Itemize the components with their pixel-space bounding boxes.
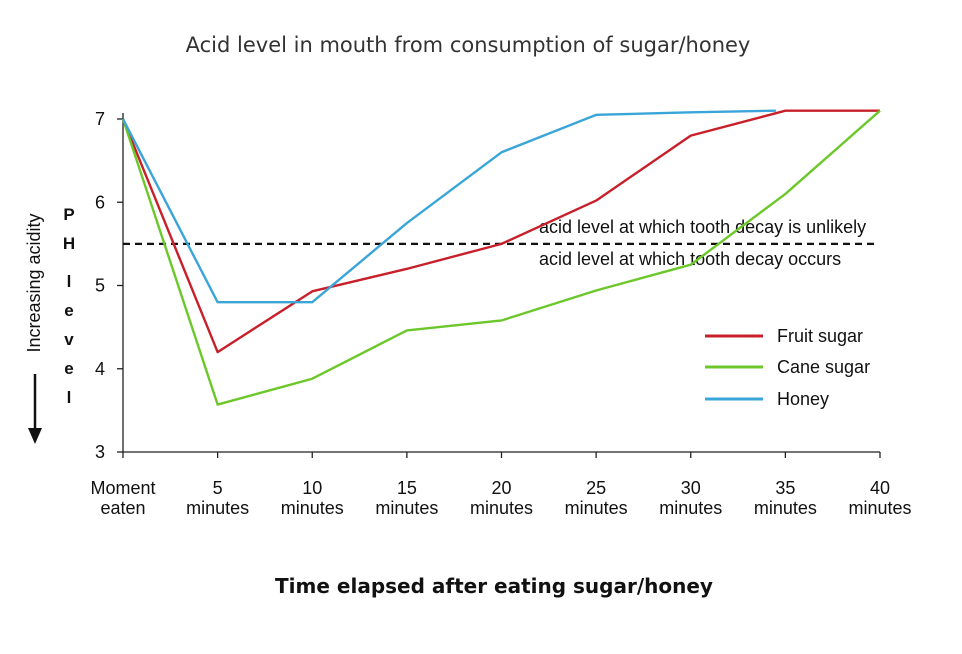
x-tick-label: minutes	[848, 498, 911, 518]
legend-label: Fruit sugar	[777, 326, 863, 346]
x-tick-label: minutes	[470, 498, 533, 518]
x-axis-title: Time elapsed after eating sugar/honey	[275, 574, 713, 598]
y-tick-label: 4	[95, 359, 105, 379]
ph-label-glyph	[67, 254, 72, 273]
series-line-fruit-sugar	[121, 109, 880, 354]
x-tick-label: 5	[213, 478, 223, 498]
x-tick-label: 20	[491, 478, 511, 498]
x-tick-label: 40	[870, 478, 890, 498]
y-tick-label: 3	[95, 442, 105, 462]
legend-label: Cane sugar	[777, 357, 870, 377]
acidity-arrow-head	[28, 428, 42, 444]
series-lines	[121, 109, 881, 406]
threshold-group: acid level at which tooth decay is unlik…	[123, 217, 875, 269]
x-tick-label: 35	[775, 478, 795, 498]
threshold-label-above: acid level at which tooth decay is unlik…	[539, 217, 866, 237]
x-tick-label: minutes	[659, 498, 722, 518]
x-tick-label: 30	[681, 478, 701, 498]
y-tick-label: 5	[95, 276, 105, 296]
ph-label-glyph: e	[64, 359, 73, 378]
threshold-label-below: acid level at which tooth decay occurs	[539, 249, 841, 269]
ph-label-glyph: l	[67, 272, 72, 291]
x-tick-label: minutes	[281, 498, 344, 518]
x-tick-label: Moment	[90, 478, 155, 498]
y-tick-label: 7	[95, 109, 105, 129]
legend-label: Honey	[777, 389, 829, 409]
x-tick-label: minutes	[754, 498, 817, 518]
x-tick-label: 10	[302, 478, 322, 498]
y-axis-label-group: Increasing acidity	[24, 213, 44, 444]
x-tick-label: eaten	[100, 498, 145, 518]
x-tick-label: minutes	[565, 498, 628, 518]
x-tick-label: minutes	[186, 498, 249, 518]
ph-label-glyph: H	[63, 234, 75, 253]
ph-label-glyph: e	[64, 301, 73, 320]
x-tick-label: 15	[397, 478, 417, 498]
ph-label-glyph: l	[67, 388, 72, 407]
ph-label-glyph: P	[63, 205, 74, 224]
series-line-honey	[121, 109, 776, 304]
y-axis-acidity-label: Increasing acidity	[24, 213, 44, 352]
chart-title: Acid level in mouth from consumption of …	[186, 33, 751, 57]
legend: Fruit sugar Cane sugar Honey	[705, 326, 870, 409]
x-tick-label: minutes	[375, 498, 438, 518]
y-axis-ph-label: P H l e v e l	[63, 205, 75, 407]
y-tick-label: 6	[95, 192, 105, 212]
axes: 34567Momenteaten5minutes10minutes15minut…	[90, 109, 911, 518]
x-tick-label: 25	[586, 478, 606, 498]
ph-label-glyph: v	[64, 330, 74, 349]
series-line-cane-sugar	[121, 109, 881, 406]
